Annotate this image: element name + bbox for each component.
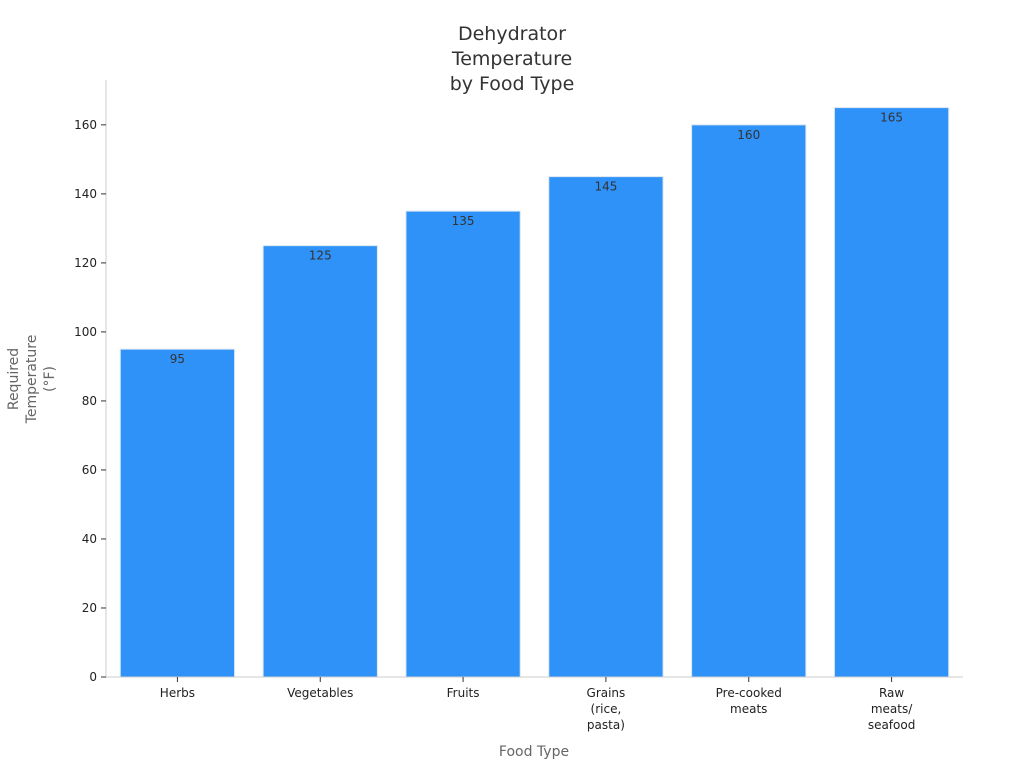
- x-tick-label-line: Fruits: [447, 686, 480, 700]
- x-tick-label-line: Herbs: [160, 686, 195, 700]
- y-axis-title-line: Required: [6, 348, 22, 410]
- bar-value-label: 165: [880, 111, 903, 125]
- y-tick-label: 40: [82, 532, 97, 546]
- bars-group: [119, 107, 950, 678]
- y-axis: 0 20 40 60 80 100 120 140 160: [74, 80, 107, 684]
- bar-value-label: 160: [737, 128, 760, 142]
- bar: [405, 210, 521, 678]
- x-tick-label: Raw meats/seafood: [868, 686, 916, 732]
- bar-value-label: 125: [309, 249, 332, 263]
- y-tick-label: 80: [82, 394, 97, 408]
- y-axis-title: Required Temperature (°F): [6, 335, 58, 425]
- x-axis: [106, 676, 963, 682]
- bar-value-label: 145: [594, 180, 617, 194]
- x-tick-label: Herbs: [160, 686, 195, 700]
- bar: [119, 348, 236, 678]
- x-tick-label: Vegetables: [287, 686, 353, 700]
- x-tick-label-line: pasta): [587, 718, 625, 732]
- bar: [262, 245, 378, 678]
- bar: [833, 107, 950, 678]
- chart-title-line: Temperature: [451, 48, 572, 70]
- x-tick-label-line: meats: [730, 702, 767, 716]
- chart-title-line: Dehydrator: [458, 23, 566, 45]
- y-tick-label: 0: [89, 670, 97, 684]
- x-tick-label-line: seafood: [868, 718, 916, 732]
- chart-title: Dehydrator Temperature by Food Type: [450, 23, 575, 95]
- chart-title-text: Dehydrator Temperature by Food Type: [450, 23, 575, 95]
- bar: [691, 124, 807, 678]
- y-axis-title-line: (°F): [42, 366, 58, 392]
- y-tick-label: 60: [82, 463, 97, 477]
- y-tick-label: 160: [74, 118, 97, 132]
- x-tick-labels: Herbs Vegetables Fruits Grains (rice, pasta) P…: [160, 686, 916, 732]
- x-tick-label-line: Grains: [587, 686, 626, 700]
- y-tick-label: 140: [74, 187, 97, 201]
- y-axis-title-text: Required Temperature (°F): [6, 335, 58, 425]
- bar: [548, 176, 664, 678]
- x-tick-label: Fruits: [447, 686, 480, 700]
- x-tick-label-line: Pre-cooked: [716, 686, 782, 700]
- x-axis-title: Food Type: [499, 744, 569, 760]
- bar-value-label: 95: [170, 352, 185, 366]
- y-axis-title-line: Temperature: [24, 335, 40, 425]
- x-tick-label-line: (rice,: [591, 702, 622, 716]
- y-tick-label: 100: [74, 325, 97, 339]
- x-tick-label: Pre-cooked meats: [716, 686, 782, 716]
- x-tick-label-line: Raw: [879, 686, 904, 700]
- chart-title-line: by Food Type: [450, 73, 575, 95]
- y-tick-label: 20: [82, 601, 97, 615]
- x-tick-label-line: meats/: [871, 702, 913, 716]
- bar-value-label: 135: [452, 214, 475, 228]
- y-tick-label: 120: [74, 256, 97, 270]
- data-labels-group: 95 125 135 145 160 165: [170, 111, 903, 367]
- x-tick-label: Grains (rice, pasta): [587, 686, 626, 732]
- x-tick-label-line: Vegetables: [287, 686, 353, 700]
